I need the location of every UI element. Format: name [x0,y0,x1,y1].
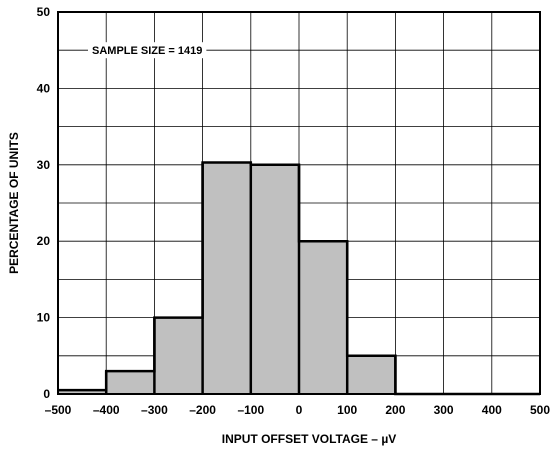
x-tick-label: –300 [141,403,168,417]
histogram-bar [299,241,348,394]
histogram-bar [106,371,155,394]
sample-size-annotation: SAMPLE SIZE = 1419 [92,45,202,57]
y-axis-title: PERCENTAGE OF UNITS [7,132,21,274]
x-tick-label: 400 [482,403,502,417]
x-tick-labels: –500 –400 –300 –200 –100 0 100 200 300 400 500 [45,403,551,417]
x-tick-label: –500 [45,403,72,417]
x-tick-label: –400 [93,403,120,417]
histogram-bar [250,164,299,394]
y-tick-label: 40 [37,81,51,95]
y-tick-labels: 0 10 20 30 40 50 [37,5,51,401]
histogram-bar [154,317,203,394]
x-axis-title: INPUT OFFSET VOLTAGE – µV [222,432,396,446]
histogram-bar [58,390,107,394]
y-tick-label: 0 [43,387,50,401]
histogram-bar [202,162,251,394]
y-tick-label: 30 [37,158,51,172]
histogram-bar [347,355,396,394]
annotation-background [88,42,207,59]
x-tick-label: 500 [530,403,550,417]
y-tick-label: 10 [37,311,51,325]
x-tick-label: 100 [337,403,357,417]
y-tick-label: 50 [37,5,51,19]
x-tick-label: –100 [237,403,264,417]
annotation-layer: SAMPLE SIZE = 1419 [88,42,207,59]
x-tick-label: 200 [385,403,405,417]
x-tick-label: 0 [296,403,303,417]
plot-frame [57,11,541,395]
x-tick-label: –200 [189,403,216,417]
y-tick-label: 20 [37,234,51,248]
x-tick-label: 300 [434,403,454,417]
